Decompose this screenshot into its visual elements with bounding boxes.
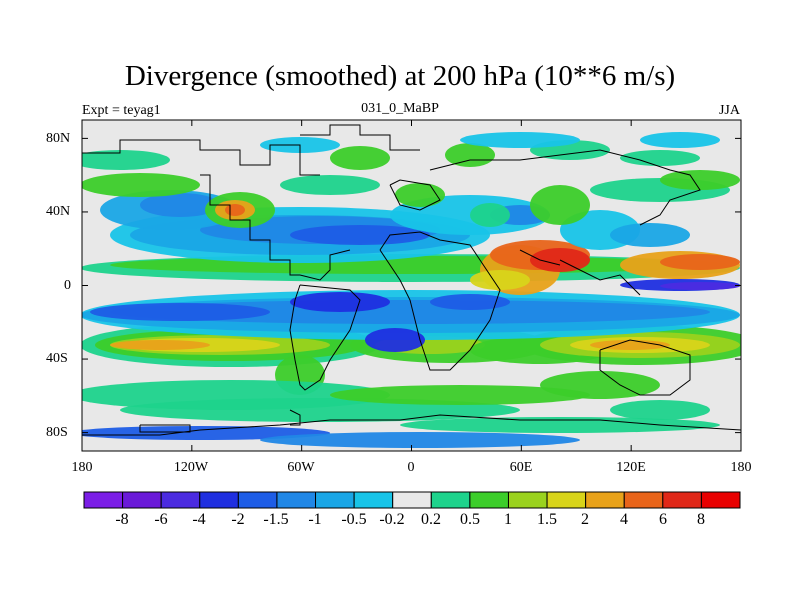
field-contour bbox=[140, 193, 220, 217]
colorbar-label: 6 bbox=[659, 511, 667, 528]
field-contour bbox=[365, 328, 425, 352]
colorbar-label: -4 bbox=[192, 511, 206, 528]
field-contour bbox=[470, 203, 510, 227]
colorbar-swatch bbox=[315, 491, 355, 509]
colorbar-swatch bbox=[469, 491, 509, 509]
coastline-segment bbox=[289, 284, 361, 391]
field-contour bbox=[82, 173, 200, 197]
x-tick-label: 120E bbox=[616, 460, 646, 475]
field-contour bbox=[610, 223, 690, 247]
coastline-segment bbox=[519, 249, 561, 266]
colorbar-swatch bbox=[237, 491, 278, 509]
field-contour bbox=[620, 150, 700, 166]
y-tick-label: 80N bbox=[46, 131, 71, 146]
coastline-segment bbox=[429, 149, 701, 226]
coastline-segment bbox=[599, 339, 691, 396]
field-contour bbox=[640, 132, 720, 148]
colorbar-label: -0.2 bbox=[379, 511, 405, 528]
field-contour bbox=[445, 143, 495, 167]
field-contour bbox=[290, 225, 430, 245]
field-contour bbox=[330, 385, 590, 405]
colorbar-swatch bbox=[276, 491, 317, 509]
colorbar-swatch bbox=[353, 491, 394, 509]
field-contour bbox=[260, 432, 580, 448]
colorbar-swatch bbox=[700, 491, 741, 509]
colorbar-label: 2 bbox=[581, 511, 589, 528]
field-contour bbox=[330, 146, 390, 170]
colorbar-label: -1.5 bbox=[263, 511, 289, 528]
field-contour bbox=[280, 175, 380, 195]
field-contour bbox=[660, 254, 740, 270]
colorbar-swatch bbox=[199, 491, 239, 509]
field-contour bbox=[82, 426, 330, 440]
colorbar-label: -8 bbox=[115, 511, 129, 528]
period-label: 031_0_MaBP bbox=[361, 101, 439, 116]
y-tick-label: 80S bbox=[46, 425, 68, 440]
field-contour bbox=[590, 340, 670, 350]
colorbar-label: -2 bbox=[231, 511, 245, 528]
y-tick-label: 40N bbox=[46, 204, 71, 219]
colorbar-swatch bbox=[392, 491, 432, 509]
colorbar-swatch bbox=[662, 491, 702, 509]
field-contour bbox=[460, 132, 580, 148]
y-tick-label: 0 bbox=[64, 278, 71, 293]
experiment-label: Expt = teyag1 bbox=[82, 103, 161, 118]
colorbar-label: 0.5 bbox=[460, 511, 480, 528]
field-contour bbox=[82, 150, 170, 170]
x-tick-label: 120W bbox=[173, 460, 209, 475]
season-label: JJA bbox=[718, 103, 740, 118]
colorbar-label: 1.5 bbox=[537, 511, 557, 528]
coastline-segment bbox=[300, 124, 420, 151]
field-contour bbox=[90, 303, 270, 321]
colorbar-label: -0.5 bbox=[341, 511, 367, 528]
coastline-segment bbox=[139, 424, 191, 433]
colorbar-label: -6 bbox=[154, 511, 168, 528]
field-contour bbox=[660, 170, 740, 190]
x-tick-label: 180 bbox=[71, 460, 93, 475]
coastline-segment bbox=[82, 139, 320, 176]
coastline-segment bbox=[299, 249, 351, 281]
colorbar-swatch bbox=[430, 491, 471, 509]
colorbar-label: 8 bbox=[697, 511, 705, 528]
chart-title: Divergence (smoothed) at 200 hPa (10**6 … bbox=[124, 60, 676, 92]
field-contour bbox=[225, 204, 245, 216]
field-contour bbox=[130, 120, 250, 140]
field-contour bbox=[530, 185, 590, 225]
coastline-outline bbox=[82, 124, 741, 436]
field-contour bbox=[395, 183, 445, 207]
coastline-segment bbox=[200, 174, 300, 276]
colorbar-swatch bbox=[507, 491, 548, 509]
coastline-segment bbox=[559, 259, 641, 296]
colorbar bbox=[83, 491, 741, 509]
y-tick-label: 40S bbox=[46, 351, 68, 366]
coastline-segment bbox=[389, 179, 441, 211]
colorbar-label: 4 bbox=[620, 511, 628, 528]
colorbar-label: 0.2 bbox=[421, 511, 441, 528]
colorbar-swatch bbox=[83, 491, 124, 509]
field-contour bbox=[110, 300, 710, 324]
colorbar-swatch bbox=[122, 491, 162, 509]
colorbar-label: 1 bbox=[504, 511, 512, 528]
coastline-segment bbox=[379, 231, 501, 371]
colorbar-label: -1 bbox=[308, 511, 322, 528]
x-tick-label: 0 bbox=[407, 460, 415, 475]
colorbar-swatch bbox=[585, 491, 625, 509]
axis-ticks bbox=[81, 120, 742, 451]
field-contour bbox=[610, 400, 710, 420]
field-contour bbox=[290, 292, 390, 312]
field-contour bbox=[470, 270, 530, 290]
x-tick-label: 60E bbox=[509, 460, 533, 475]
divergence-field bbox=[82, 120, 741, 448]
coastline-segment bbox=[289, 409, 301, 426]
field-contour bbox=[660, 282, 740, 290]
field-contour bbox=[430, 294, 510, 310]
colorbar-swatch bbox=[160, 491, 201, 509]
field-contour bbox=[400, 417, 720, 433]
field-contour bbox=[110, 340, 210, 350]
x-tick-label: 60W bbox=[287, 460, 315, 475]
x-tick-label: 180 bbox=[730, 460, 752, 475]
colorbar-swatch bbox=[546, 491, 587, 509]
colorbar-swatch bbox=[623, 491, 664, 509]
